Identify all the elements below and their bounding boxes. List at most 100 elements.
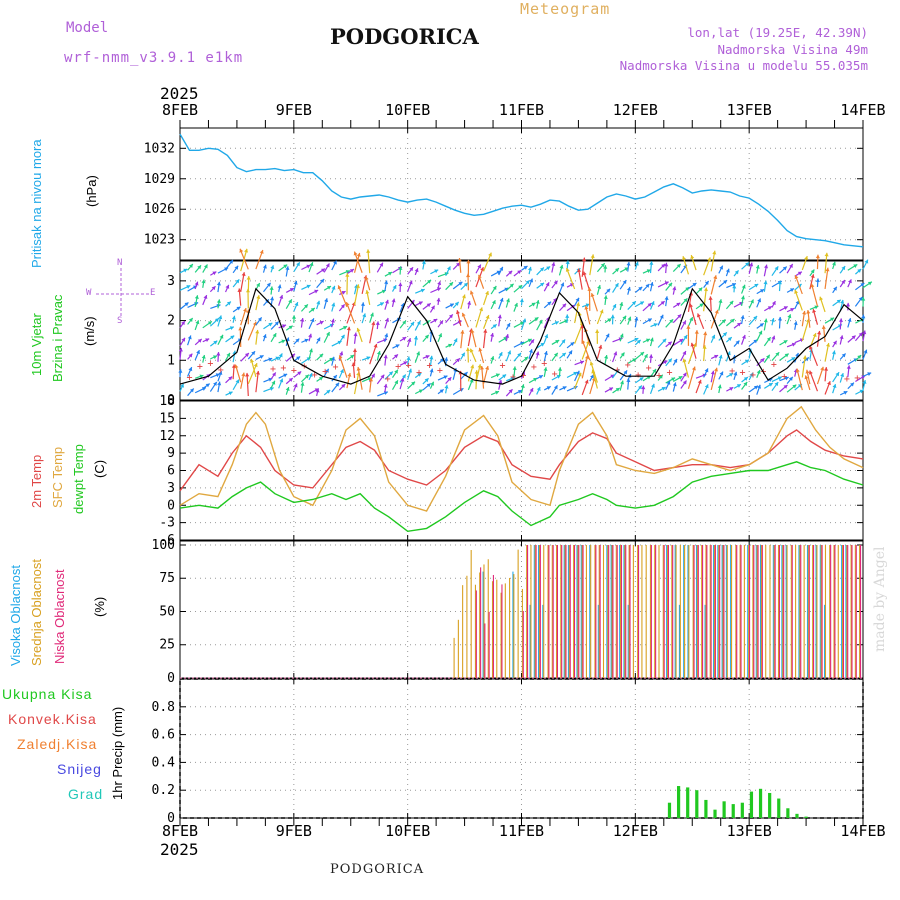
wind-arrow bbox=[383, 354, 388, 366]
wind-arrow bbox=[263, 387, 274, 393]
wind-arrow bbox=[690, 254, 697, 271]
wind-arrow bbox=[232, 279, 240, 288]
wind-arrow bbox=[245, 372, 250, 397]
wind-arrow bbox=[574, 360, 585, 366]
wind-arrow bbox=[308, 372, 313, 381]
wind-arrow bbox=[589, 374, 595, 382]
wind-gust-marker: + bbox=[531, 362, 537, 373]
wind-arrow bbox=[771, 351, 780, 362]
precip-bar bbox=[695, 790, 699, 818]
wind-arrow bbox=[831, 350, 836, 360]
wind-arrow bbox=[582, 271, 591, 292]
wind-arrow bbox=[657, 338, 667, 348]
wind-arrow bbox=[642, 269, 651, 274]
wind-arrow bbox=[498, 336, 508, 343]
wind-arrow bbox=[368, 377, 374, 393]
wind-arrow bbox=[612, 267, 620, 275]
wind-arrow bbox=[179, 268, 188, 274]
y-tick-label: 15 bbox=[159, 411, 175, 426]
temp-dew-line bbox=[179, 461, 864, 533]
wind-arrow bbox=[756, 330, 763, 342]
wind-arrow bbox=[733, 371, 738, 380]
wind-arrow bbox=[786, 263, 794, 274]
wind-arrow bbox=[293, 338, 300, 345]
wind-arrow bbox=[452, 281, 463, 290]
wind-arrow bbox=[648, 354, 654, 363]
y-tick-label: 0 bbox=[167, 671, 175, 686]
wind-arrow bbox=[361, 377, 372, 383]
wind-arrow bbox=[695, 303, 704, 310]
wind-arrow bbox=[505, 388, 513, 397]
wind-arrow bbox=[338, 351, 344, 361]
wind-arrow bbox=[748, 262, 754, 274]
wind-arrow bbox=[862, 349, 868, 360]
y-tick-label: 0.4 bbox=[152, 755, 176, 770]
wind-arrow bbox=[786, 342, 796, 348]
wind-arrow bbox=[604, 333, 610, 342]
wind-arrow bbox=[832, 286, 838, 294]
wind-arrow bbox=[323, 368, 330, 377]
y-tick-label: 3 bbox=[167, 274, 175, 289]
wind-arrow bbox=[665, 380, 671, 390]
wind-arrow bbox=[528, 316, 539, 325]
wind-arrow bbox=[581, 379, 589, 396]
wind-arrow bbox=[413, 335, 419, 346]
wind-arrow bbox=[642, 353, 649, 363]
wind-arrow bbox=[375, 321, 380, 330]
wind-arrow bbox=[209, 340, 218, 347]
wind-arrow bbox=[689, 303, 697, 326]
x-day-label-bottom: 12FEB bbox=[613, 822, 658, 840]
wind-arrow bbox=[384, 271, 393, 277]
wind-arrow bbox=[566, 341, 575, 349]
y-tick-label: 1032 bbox=[144, 141, 175, 156]
wind-arrow bbox=[391, 284, 397, 292]
wind-arrow bbox=[209, 285, 216, 293]
legend-snijeg: Snijeg bbox=[57, 761, 102, 777]
wind-arrow bbox=[612, 282, 619, 293]
wind-arrow bbox=[680, 372, 687, 382]
wind-arrow bbox=[285, 287, 295, 293]
wind-gust-marker: + bbox=[291, 365, 297, 376]
wind-arrow bbox=[225, 259, 234, 270]
wind-arrow bbox=[316, 278, 325, 289]
wind-arrow bbox=[779, 376, 789, 382]
wind-arrow bbox=[596, 309, 604, 325]
wind-arrow bbox=[239, 248, 249, 270]
wind-arrow bbox=[634, 351, 645, 360]
wind-arrow bbox=[330, 318, 335, 328]
wind-arrow bbox=[771, 266, 779, 277]
wind-arrow bbox=[202, 338, 210, 343]
panel-frame bbox=[179, 400, 864, 541]
wind-arrow bbox=[680, 297, 688, 306]
wind-arrow bbox=[360, 302, 365, 313]
wind-arrow bbox=[862, 330, 867, 342]
x-day-label-bottom: 14FEB bbox=[840, 822, 885, 840]
wind-gust-marker: + bbox=[729, 366, 735, 377]
wind-arrow bbox=[308, 333, 313, 342]
wind-arrow bbox=[445, 266, 451, 276]
wind-arrow bbox=[293, 383, 298, 392]
wind-arrow bbox=[535, 351, 540, 359]
wind-arrow bbox=[528, 302, 536, 308]
wind-arrow bbox=[384, 317, 390, 329]
wind-arrow bbox=[217, 334, 224, 346]
wind-arrow bbox=[595, 329, 600, 344]
wind-arrow bbox=[703, 257, 711, 276]
wind-arrow bbox=[862, 259, 869, 270]
wind-arrow bbox=[710, 309, 719, 329]
y-tick-label: 0.2 bbox=[152, 783, 175, 798]
wind-arrow bbox=[565, 314, 570, 323]
wind-arrow bbox=[726, 386, 734, 392]
wind-arrow bbox=[779, 384, 788, 393]
wind-arrow bbox=[338, 355, 348, 378]
wind-arrow bbox=[777, 316, 783, 329]
cloud-label-3: Niska Oblacnost bbox=[52, 569, 67, 664]
wind-arrow bbox=[415, 288, 425, 294]
wind-arrow bbox=[779, 353, 790, 362]
wind-arrow bbox=[543, 266, 551, 272]
wind-arrow bbox=[854, 332, 863, 342]
wind-arrow bbox=[429, 355, 434, 367]
wind-arrow bbox=[819, 296, 826, 313]
wind-arrow bbox=[194, 281, 199, 290]
wind-arrow bbox=[847, 317, 852, 328]
